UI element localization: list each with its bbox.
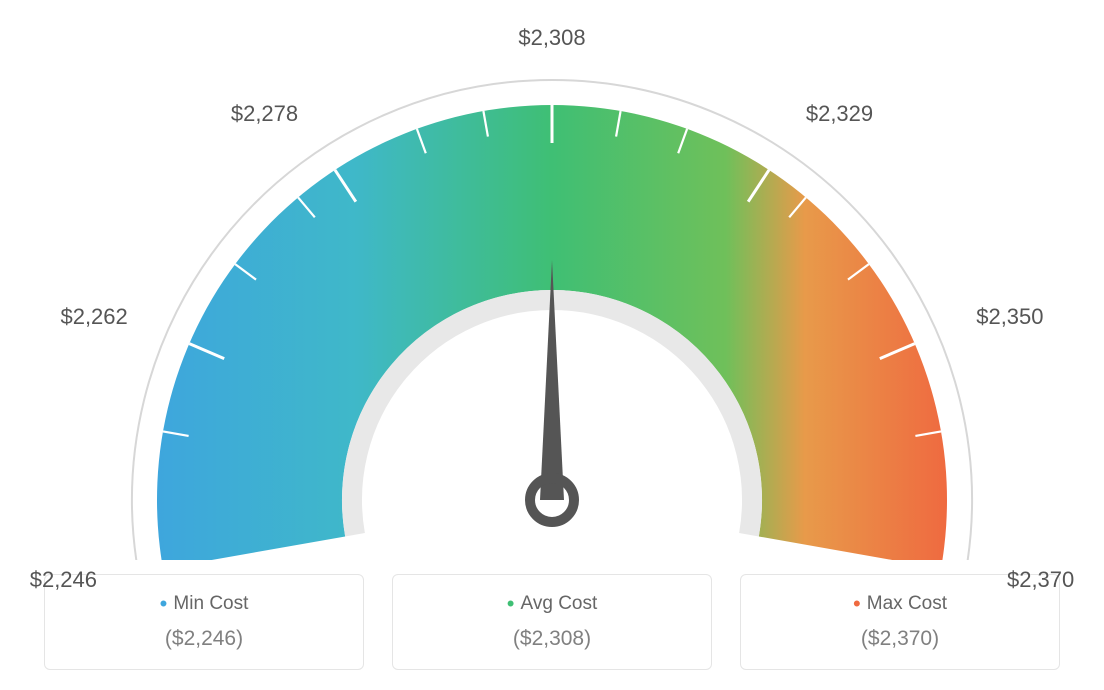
gauge-chart — [0, 0, 1104, 560]
max-cost-value: ($2,370) — [761, 627, 1039, 651]
gauge-container: $2,246$2,262$2,278$2,308$2,329$2,350$2,3… — [0, 0, 1104, 560]
avg-cost-label: Avg Cost — [413, 591, 691, 617]
gauge-tick-label: $2,350 — [976, 304, 1043, 330]
gauge-tick-label: $2,370 — [1007, 567, 1074, 593]
summary-cards: Min Cost ($2,246) Avg Cost ($2,308) Max … — [0, 574, 1104, 670]
gauge-tick-label: $2,246 — [30, 567, 97, 593]
min-cost-label: Min Cost — [65, 591, 343, 617]
gauge-tick-label: $2,308 — [518, 25, 585, 51]
avg-cost-value: ($2,308) — [413, 627, 691, 651]
gauge-tick-label: $2,262 — [60, 304, 127, 330]
gauge-tick-label: $2,329 — [806, 101, 873, 127]
min-cost-value: ($2,246) — [65, 627, 343, 651]
gauge-tick-label: $2,278 — [231, 101, 298, 127]
max-cost-label: Max Cost — [761, 591, 1039, 617]
avg-cost-card: Avg Cost ($2,308) — [392, 574, 712, 670]
